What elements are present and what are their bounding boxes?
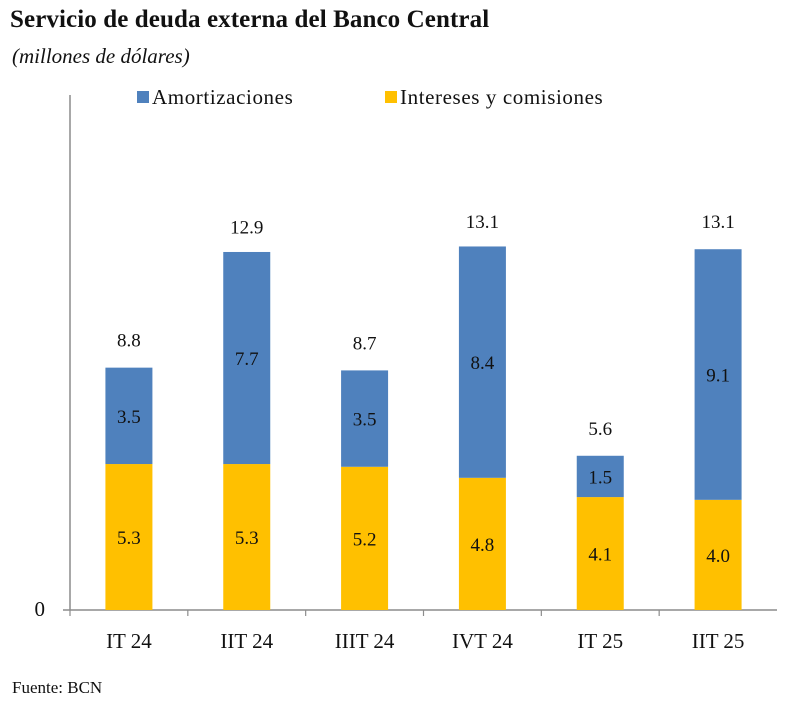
segment-value-label: 5.2 — [353, 529, 377, 550]
total-value-label: 13.1 — [466, 212, 499, 233]
x-tick-label: IIIT 24 — [335, 629, 395, 653]
bars — [105, 246, 742, 610]
total-value-label: 8.7 — [353, 333, 377, 354]
segment-value-label: 7.7 — [235, 349, 259, 370]
bar-intereses — [694, 499, 742, 610]
segment-value-label: 3.5 — [117, 407, 141, 428]
segment-value-label: 5.3 — [117, 528, 141, 549]
bar-amortizaciones — [694, 249, 742, 500]
total-value-label: 8.8 — [117, 331, 141, 352]
bar-intereses — [341, 466, 389, 610]
axes: 0 — [35, 95, 777, 621]
x-tick-label: IIT 24 — [220, 629, 273, 653]
segment-value-label: 9.1 — [706, 366, 730, 387]
bar-amortizaciones — [576, 455, 624, 498]
y-tick-label: 0 — [35, 597, 46, 621]
bar-intereses — [576, 497, 624, 610]
x-tick-label: IT 24 — [106, 629, 152, 653]
total-value-label: 12.9 — [230, 218, 263, 239]
legend-swatch — [137, 91, 149, 103]
segment-value-label: 4.0 — [706, 546, 730, 567]
source-note: Fuente: BCN — [12, 678, 103, 697]
bar-amortizaciones — [105, 367, 153, 465]
legend-swatch — [385, 91, 397, 103]
legend-label: Amortizaciones — [152, 85, 293, 109]
legend-label: Intereses y comisiones — [400, 85, 603, 109]
bar-amortizaciones — [341, 370, 389, 467]
bar-amortizaciones — [458, 246, 506, 478]
bar-intereses — [458, 477, 506, 610]
x-tick-label: IIT 25 — [692, 629, 745, 653]
legend: Amortizaciones Intereses y comisiones — [137, 85, 603, 109]
chart-subtitle: (millones de dólares) — [12, 44, 190, 68]
bar-intereses — [223, 464, 271, 610]
total-value-label: 5.6 — [588, 419, 612, 440]
segment-value-label: 5.3 — [235, 528, 259, 549]
chart-title: Servicio de deuda externa del Banco Cent… — [10, 6, 490, 33]
segment-value-label: 1.5 — [588, 467, 612, 488]
segment-value-label: 4.8 — [471, 535, 495, 556]
segment-value-label: 3.5 — [353, 410, 377, 431]
bar-intereses — [105, 464, 153, 610]
segment-value-label: 8.4 — [471, 353, 495, 374]
data-labels: 5.3 3.5 8.8 IT 24 5.3 7.7 12.9 IIT 24 5.2 3.5 8.7 I… — [106, 212, 744, 653]
segment-value-label: 4.1 — [588, 545, 612, 566]
total-value-label: 13.1 — [701, 212, 734, 233]
x-tick-label: IVT 24 — [452, 629, 513, 653]
bar-amortizaciones — [223, 251, 271, 465]
x-tick-label: IT 25 — [577, 629, 623, 653]
